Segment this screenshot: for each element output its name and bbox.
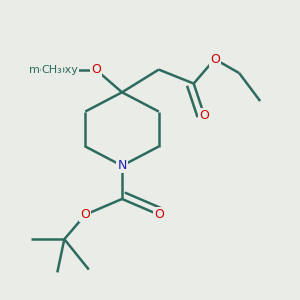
Text: O: O [210,52,220,66]
Text: O: O [199,109,209,122]
Text: O: O [154,208,164,221]
Text: O: O [80,208,90,221]
Text: CH₃: CH₃ [42,64,63,75]
Text: methoxy: methoxy [29,64,78,75]
Text: N: N [117,159,127,172]
Text: O: O [91,63,101,76]
